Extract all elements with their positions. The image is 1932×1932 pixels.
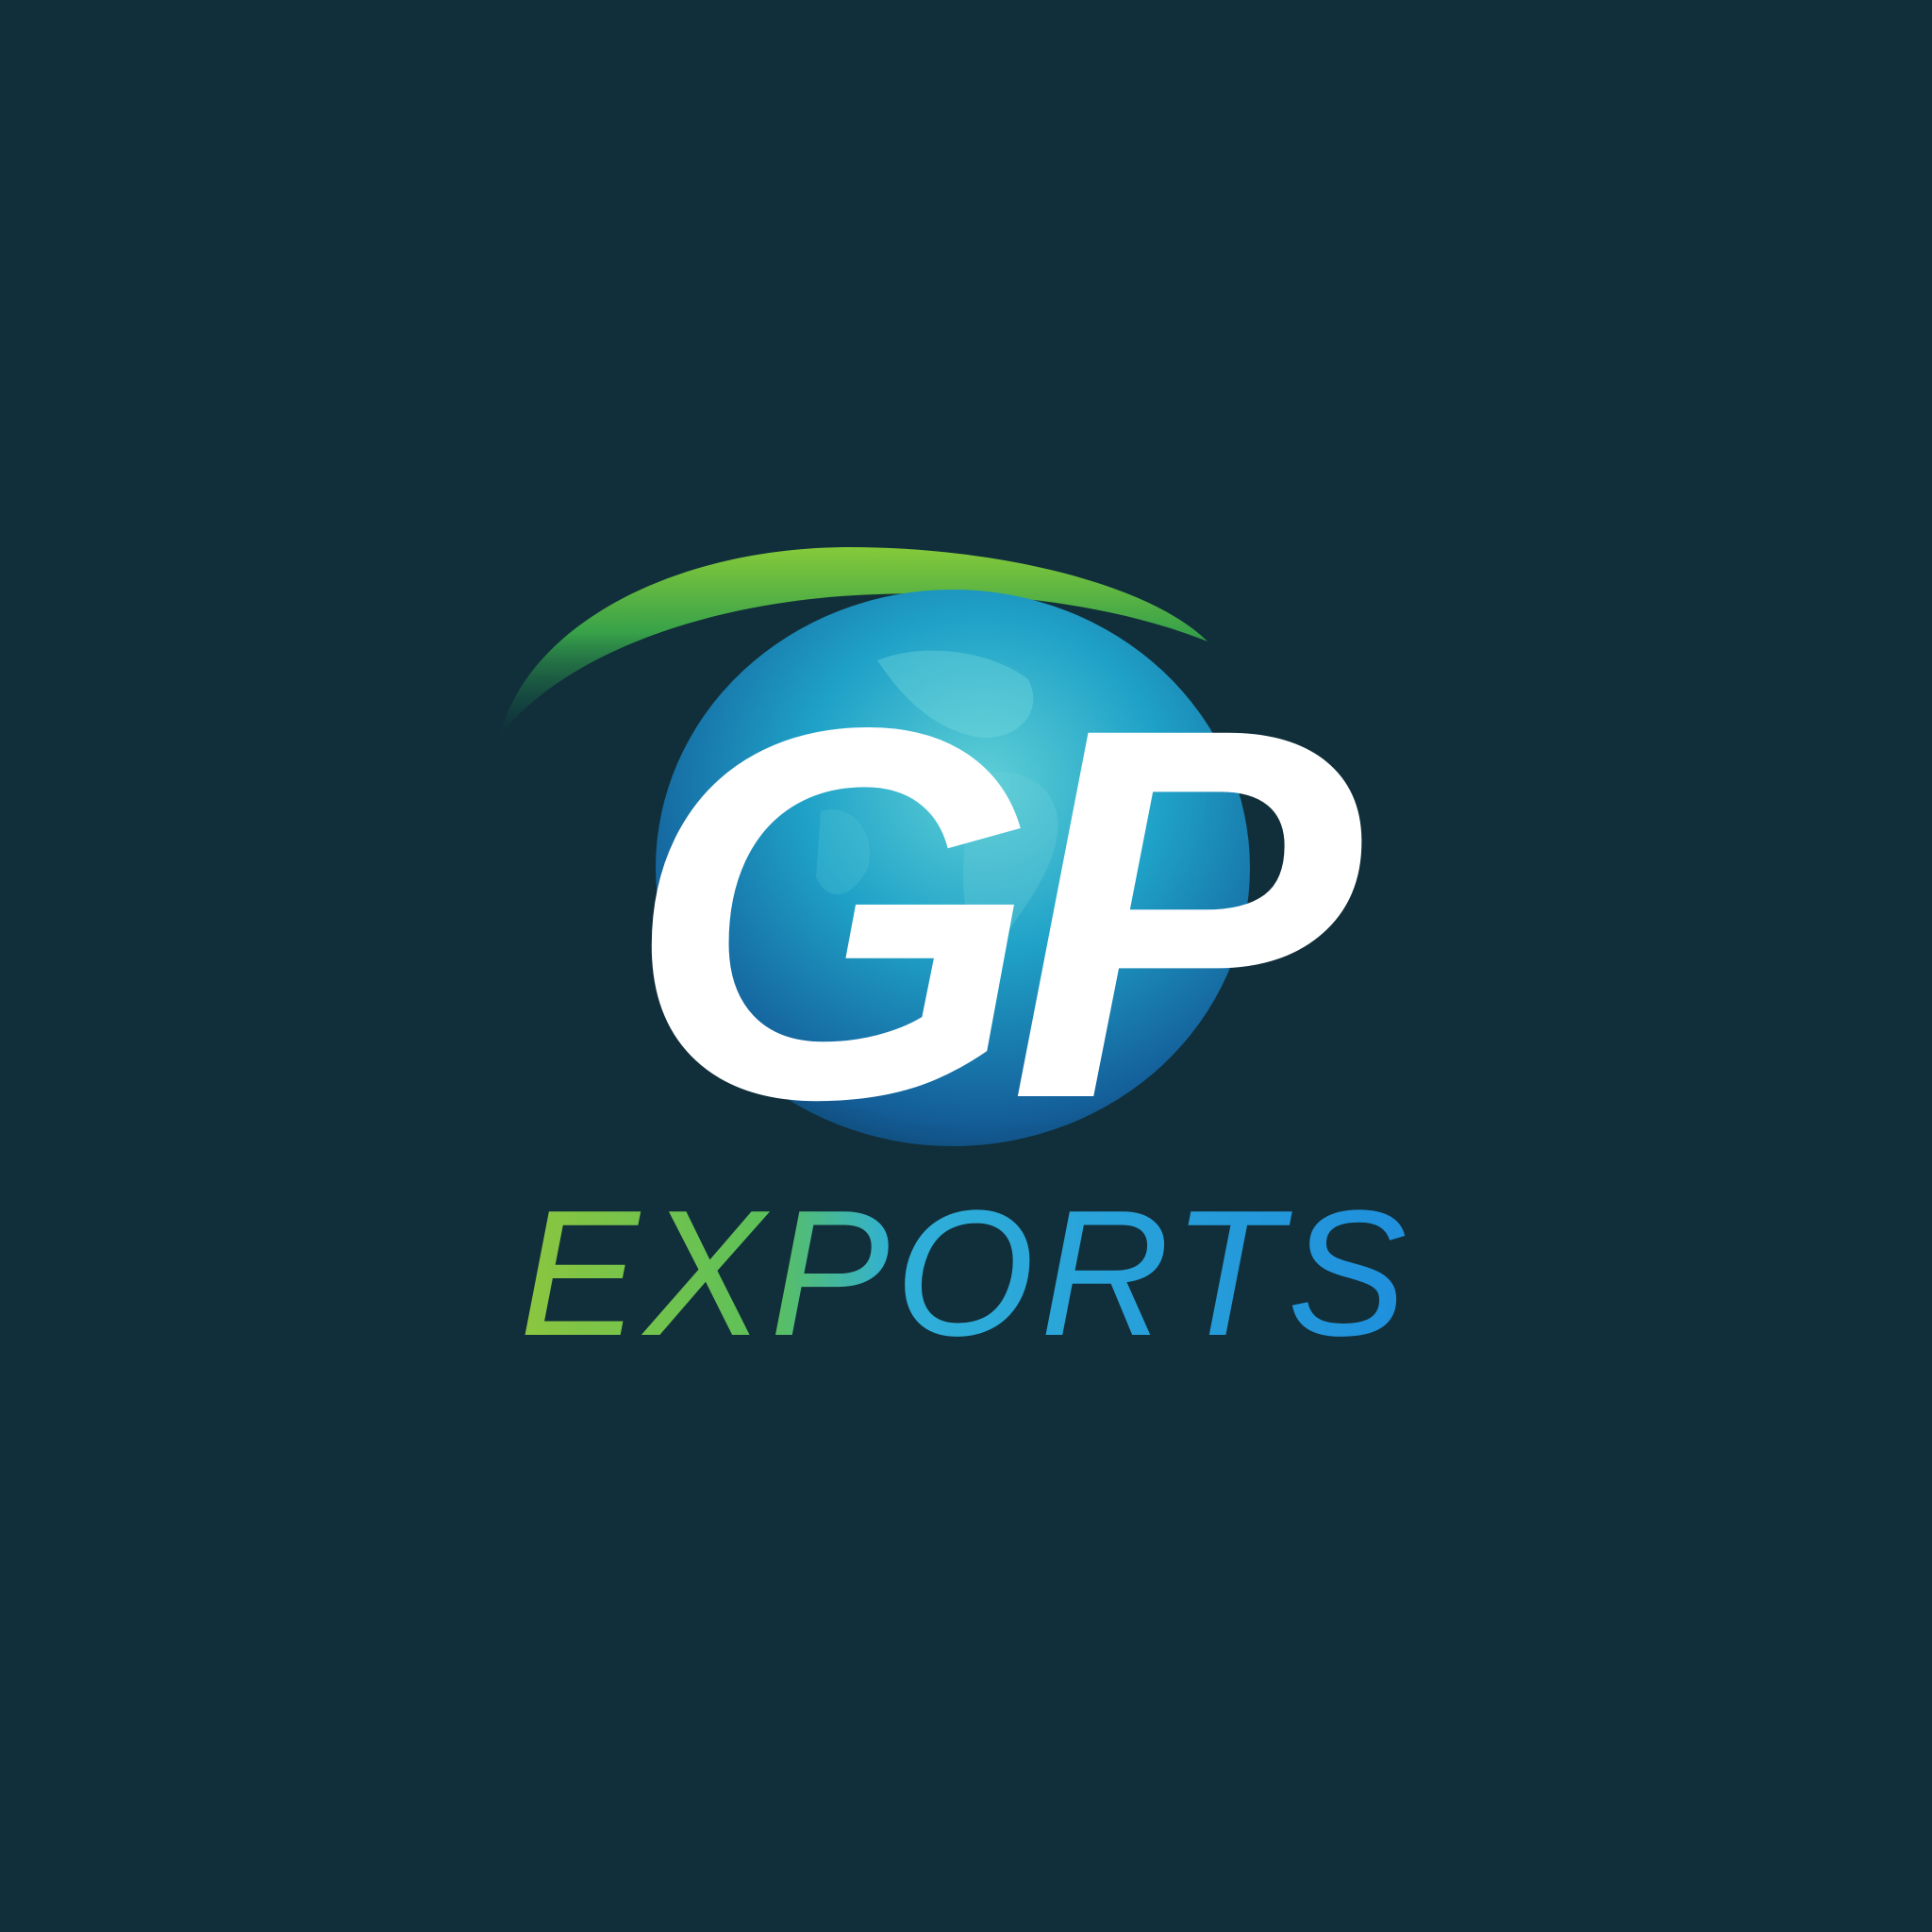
- halo-arc: [500, 547, 1208, 736]
- globe-icon: [656, 590, 1250, 1146]
- wordmark-exports: EXPORTS: [520, 1174, 1413, 1374]
- monogram-gp: GP: [625, 618, 1363, 1208]
